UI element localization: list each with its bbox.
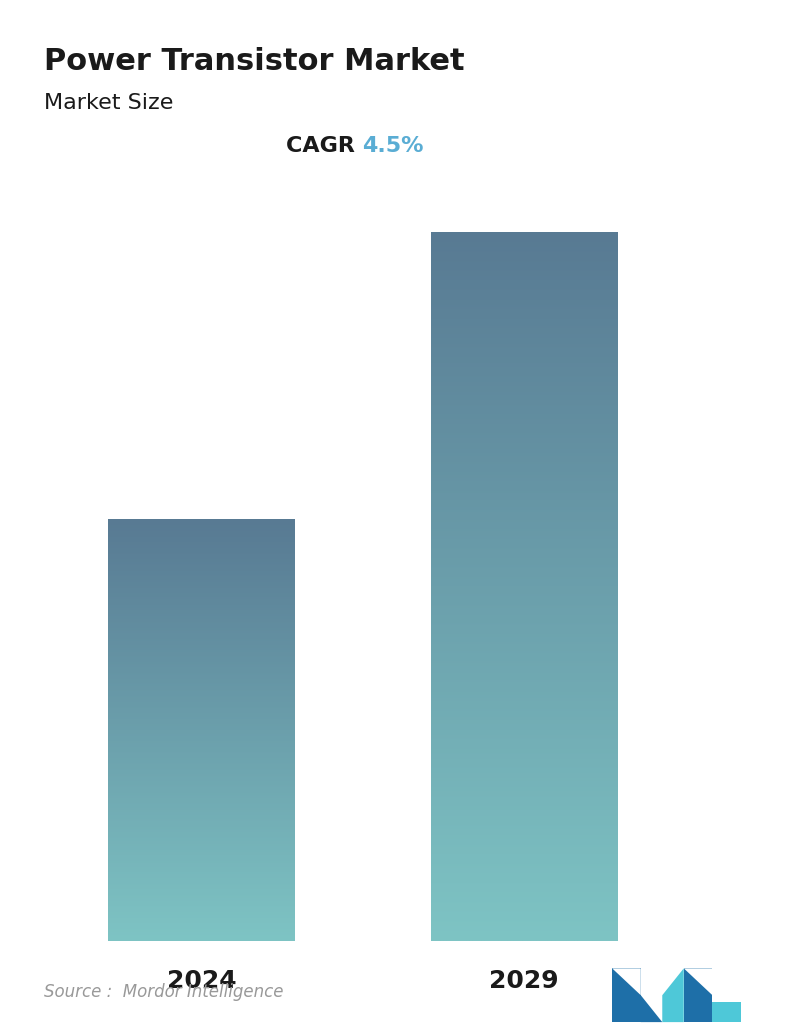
Text: 4.5%: 4.5% (362, 136, 423, 156)
Polygon shape (684, 968, 712, 995)
Text: 2024: 2024 (166, 969, 236, 994)
Text: Power Transistor Market: Power Transistor Market (44, 47, 464, 75)
Polygon shape (612, 968, 641, 1022)
Polygon shape (662, 968, 684, 1022)
Polygon shape (684, 968, 712, 1022)
Polygon shape (612, 968, 641, 995)
Text: Market Size: Market Size (44, 93, 174, 113)
Polygon shape (641, 995, 662, 1022)
Text: CAGR: CAGR (286, 136, 362, 156)
Text: Source :  Mordor Intelligence: Source : Mordor Intelligence (44, 983, 283, 1001)
Polygon shape (712, 1002, 741, 1022)
Text: 2029: 2029 (489, 969, 559, 994)
